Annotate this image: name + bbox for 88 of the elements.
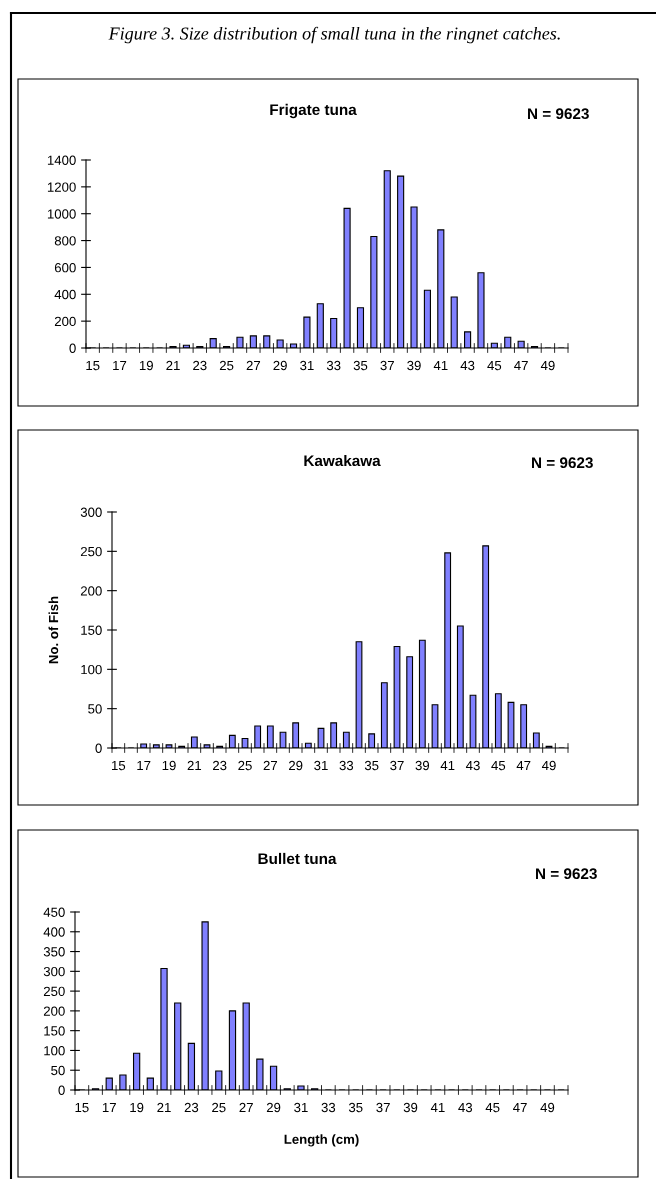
text: N = 9623 [536, 868, 597, 880]
x-tick-label: 49 [540, 360, 555, 371]
chart-title: Bullet tuna [258, 852, 337, 865]
y-tick-label: 0 [95, 743, 102, 753]
y-tick-label: 400 [54, 289, 76, 300]
x-tick-label: 21 [166, 360, 180, 371]
x-tick-label: 37 [380, 360, 394, 371]
x-tick-label: 15 [75, 1102, 89, 1113]
x-tick-label: 25 [219, 360, 234, 371]
x-tick-label: 21 [187, 760, 202, 771]
x-tick-label: 23 [184, 1102, 199, 1113]
x-axis-title: Length (cm) [284, 1134, 359, 1147]
x-tick-label: 43 [460, 360, 475, 371]
x-tick-label: 43 [465, 760, 480, 771]
x-tick-label: 17 [113, 360, 127, 371]
y-tick-label: 100 [81, 664, 102, 675]
y-tick-label: 200 [80, 586, 102, 596]
y-tick-label: 100 [44, 1046, 65, 1056]
y-tick-label: 50 [51, 1065, 65, 1076]
x-tick-label: 31 [300, 360, 314, 371]
y-tick-label: 300 [43, 966, 65, 977]
x-tick-label: 41 [440, 760, 455, 771]
y-tick-label: 1400 [47, 155, 76, 165]
x-tick-label: 37 [390, 760, 404, 771]
x-tick-label: 17 [102, 1102, 116, 1113]
x-tick-label: 45 [487, 360, 502, 371]
y-tick-label: 0 [69, 343, 76, 353]
y-tick-label: 200 [43, 1006, 65, 1016]
x-tick-label: 19 [162, 760, 176, 771]
x-tick-label: 27 [263, 760, 278, 771]
x-tick-label: 23 [193, 360, 207, 371]
x-tick-label: 23 [212, 760, 227, 771]
x-tick-label: 41 [430, 1102, 445, 1113]
x-tick-label: 17 [137, 760, 151, 771]
x-tick-label: 47 [513, 1102, 527, 1113]
y-tick-label: 150 [44, 1026, 65, 1036]
x-tick-label: 15 [112, 760, 126, 771]
y-tick-label: 800 [54, 236, 76, 246]
x-tick-label: 43 [458, 1102, 473, 1113]
x-tick-label: 27 [239, 1102, 253, 1113]
text: N = 9623 [528, 108, 589, 120]
y-tick-label: 150 [81, 625, 102, 635]
x-tick-label: 19 [130, 1102, 144, 1113]
x-tick-label: 39 [415, 760, 430, 771]
x-tick-label: 45 [485, 1102, 500, 1113]
text: N = 9623 [532, 457, 593, 469]
y-tick-label: 50 [88, 704, 102, 714]
y-tick-label: 450 [43, 907, 65, 917]
y-tick-label: 200 [54, 316, 76, 327]
chart-title: Kawakawa [304, 454, 381, 467]
x-tick-label: 47 [516, 760, 531, 771]
x-tick-label: 29 [266, 1102, 281, 1113]
x-tick-label: 47 [514, 360, 528, 371]
y-tick-label: 1000 [47, 209, 76, 219]
x-tick-label: 33 [321, 1102, 336, 1113]
y-tick-label: 0 [58, 1085, 65, 1095]
x-tick-label: 29 [288, 760, 303, 771]
x-tick-label: 39 [403, 1102, 418, 1113]
x-tick-label: 21 [157, 1102, 171, 1113]
x-tick-label: 35 [353, 360, 368, 371]
x-tick-label: 35 [348, 1102, 363, 1113]
chart-title: Frigate tuna [270, 103, 357, 119]
y-tick-label: 600 [54, 263, 76, 273]
y-tick-label: 250 [43, 986, 65, 997]
y-tick-label: 400 [43, 927, 65, 937]
x-tick-label: 19 [139, 360, 153, 371]
y-tick-label: 250 [80, 546, 102, 557]
x-tick-label: 31 [294, 1102, 308, 1113]
x-tick-label: 15 [86, 360, 100, 371]
x-tick-label: 39 [407, 360, 421, 371]
y-tick-label: 350 [43, 947, 65, 957]
x-tick-label: 49 [540, 1102, 555, 1113]
x-tick-label: 35 [364, 760, 379, 771]
x-tick-label: 45 [491, 760, 506, 771]
y-tick-label: 300 [80, 507, 102, 517]
x-tick-label: 29 [273, 360, 287, 371]
x-tick-label: 31 [314, 760, 328, 771]
x-tick-label: 33 [326, 360, 341, 371]
x-tick-label: 37 [376, 1102, 390, 1113]
y-tick-label: 1200 [47, 182, 76, 192]
x-tick-label: 27 [246, 360, 261, 371]
x-tick-label: 25 [238, 760, 252, 771]
x-tick-label: 49 [541, 760, 556, 771]
x-tick-label: 25 [212, 1102, 226, 1113]
x-tick-label: 41 [433, 360, 448, 371]
y-axis-title: No. of Fish [48, 596, 59, 664]
caption: Figure 3. Size distribution of small tuna in the ringnet catches. [108, 26, 560, 44]
x-tick-label: 33 [339, 760, 354, 771]
